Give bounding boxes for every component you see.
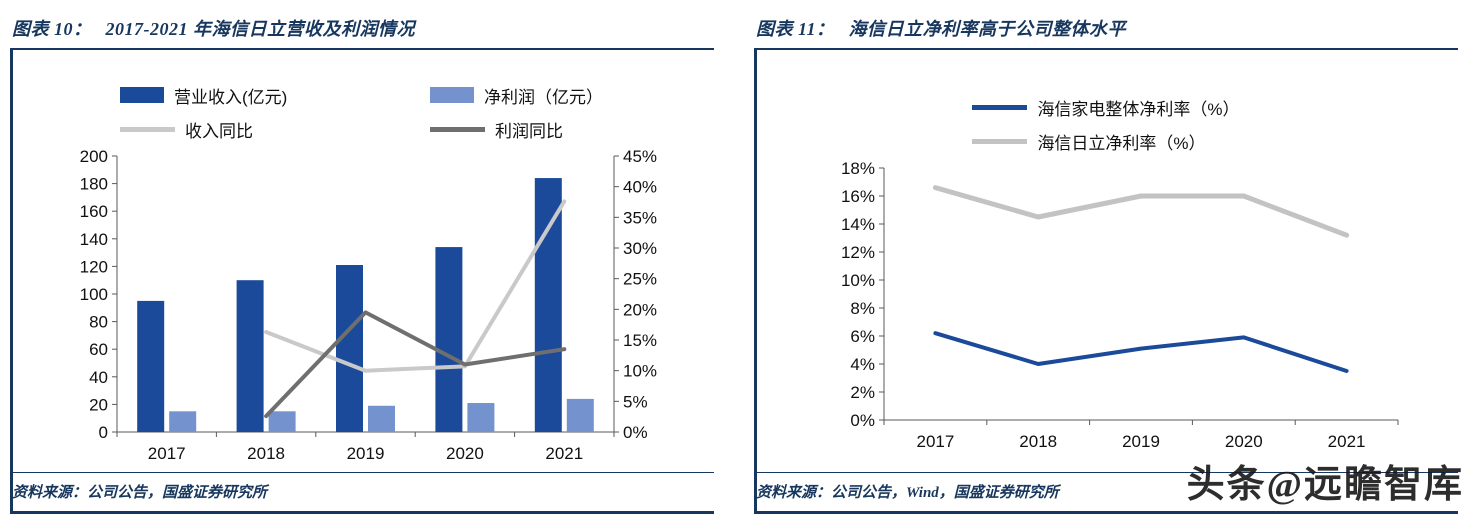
- svg-text:30%: 30%: [623, 239, 657, 258]
- svg-text:2019: 2019: [1122, 432, 1160, 451]
- svg-text:40%: 40%: [623, 178, 657, 197]
- legend-item-hitachi-margin: 海信日立净利率（%）: [972, 130, 1239, 153]
- svg-text:2019: 2019: [347, 444, 385, 463]
- figure-title-text: 2017-2021 年海信日立营收及利润情况: [105, 19, 415, 39]
- source-text: 公司公告，Wind，国盛证券研究所: [831, 485, 1059, 501]
- svg-text:2021: 2021: [545, 444, 583, 463]
- figure-title-11: 图表 11： 海信日立净利率高于公司整体水平: [754, 6, 1458, 50]
- svg-text:180: 180: [80, 175, 108, 194]
- chart-legend-11: 海信家电整体净利率（%） 海信日立净利率（%）: [972, 96, 1240, 153]
- svg-text:14%: 14%: [841, 215, 875, 234]
- svg-text:2021: 2021: [1328, 432, 1366, 451]
- svg-text:0%: 0%: [623, 423, 648, 442]
- source-text: 公司公告，国盛证券研究所: [87, 485, 268, 501]
- legend-label: 营业收入(亿元): [174, 87, 288, 107]
- svg-text:100: 100: [80, 285, 108, 304]
- legend-bar-swatch-icon: [120, 87, 164, 103]
- figure-title-10: 图表 10： 2017-2021 年海信日立营收及利润情况: [10, 6, 714, 50]
- chart-area-10: 营业收入(亿元) 净利润（亿元） 收入同比 利润同比 0 20 40 60 80 100 1…: [10, 50, 714, 472]
- legend-item-profit-yoy: 利润同比: [430, 118, 714, 141]
- svg-text:40: 40: [89, 368, 108, 387]
- svg-text:5%: 5%: [623, 392, 648, 411]
- legend-label: 海信日立净利率（%）: [1037, 133, 1206, 153]
- svg-text:16%: 16%: [841, 187, 875, 206]
- svg-text:200: 200: [80, 147, 108, 166]
- legend-item-revenue: 营业收入(亿元): [120, 84, 430, 107]
- legend-label: 利润同比: [495, 121, 563, 141]
- svg-text:25%: 25%: [623, 270, 657, 289]
- chart-area-11: 海信家电整体净利率（%） 海信日立净利率（%） 0% 2% 4% 6% 8% 10% 12%…: [754, 50, 1458, 472]
- legend-line-swatch-icon: [972, 138, 1028, 144]
- legend-bar-swatch-icon: [430, 87, 474, 103]
- svg-text:15%: 15%: [623, 331, 657, 350]
- svg-text:120: 120: [80, 257, 108, 276]
- svg-text:160: 160: [80, 202, 108, 221]
- figure-panel-11: 图表 11： 海信日立净利率高于公司整体水平 海信家电整体净利率（%） 海信日立净…: [754, 6, 1458, 514]
- legend-label: 净利润（亿元）: [484, 87, 603, 107]
- svg-text:10%: 10%: [841, 271, 875, 290]
- svg-text:2020: 2020: [446, 444, 484, 463]
- svg-text:140: 140: [80, 230, 108, 249]
- source-note-10: 资料来源：公司公告，国盛证券研究所: [10, 472, 714, 511]
- legend-item-netprofit: 净利润（亿元）: [430, 84, 714, 107]
- svg-text:45%: 45%: [623, 147, 657, 166]
- svg-text:35%: 35%: [623, 208, 657, 227]
- svg-text:10%: 10%: [623, 362, 657, 381]
- legend-label: 海信家电整体净利率（%）: [1037, 99, 1240, 119]
- panel-left-accent-bar: [754, 50, 757, 511]
- source-label: 资料来源：: [12, 485, 88, 501]
- svg-text:0: 0: [99, 423, 108, 442]
- svg-text:2020: 2020: [1225, 432, 1263, 451]
- combo-chart-revenue-profit: 0 20 40 60 80 100 120 140 160 180 200 0% 5% 10% 15% 20%…: [80, 147, 657, 463]
- svg-text:2017: 2017: [148, 444, 186, 463]
- svg-text:2018: 2018: [1019, 432, 1057, 451]
- legend-line-swatch-icon: [972, 104, 1028, 110]
- svg-text:18%: 18%: [841, 159, 875, 178]
- source-label: 资料来源：: [756, 485, 832, 501]
- watermark: 头条@远瞻智库: [1186, 464, 1464, 506]
- svg-text:6%: 6%: [850, 327, 875, 346]
- figure-label: 图表 11：: [756, 19, 835, 39]
- line-chart-net-margin: 0% 2% 4% 6% 8% 10% 12% 14% 16% 18% 2017 2018 2019 202…: [841, 159, 1399, 451]
- svg-text:0%: 0%: [850, 411, 875, 430]
- svg-text:2%: 2%: [850, 383, 875, 402]
- svg-text:12%: 12%: [841, 243, 875, 262]
- svg-text:20%: 20%: [623, 300, 657, 319]
- svg-text:2017: 2017: [916, 432, 954, 451]
- figure-title-text: 海信日立净利率高于公司整体水平: [848, 19, 1127, 39]
- svg-text:8%: 8%: [850, 299, 875, 318]
- legend-label: 收入同比: [185, 121, 253, 141]
- source-note-11: 资料来源：公司公告，Wind，国盛证券研究所: [754, 472, 1458, 511]
- legend-line-swatch-icon: [120, 126, 175, 132]
- chart-legend-10: 营业收入(亿元) 净利润（亿元） 收入同比 利润同比: [120, 84, 714, 141]
- figure-label: 图表 10：: [12, 19, 92, 39]
- figure-panel-10: 图表 10： 2017-2021 年海信日立营收及利润情况 营业收入(亿元) 净利…: [10, 6, 714, 514]
- legend-item-revenue-yoy: 收入同比: [120, 118, 430, 141]
- legend-item-company-margin: 海信家电整体净利率（%）: [972, 96, 1240, 119]
- svg-text:2018: 2018: [247, 444, 285, 463]
- panel-left-accent-bar: [10, 50, 13, 511]
- svg-text:60: 60: [89, 340, 108, 359]
- legend-line-swatch-icon: [430, 126, 485, 132]
- svg-text:80: 80: [89, 313, 108, 332]
- svg-text:4%: 4%: [850, 355, 875, 374]
- svg-text:20: 20: [89, 395, 108, 414]
